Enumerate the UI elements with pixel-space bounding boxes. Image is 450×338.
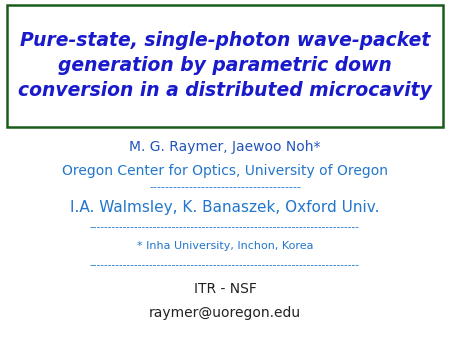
Text: * Inha University, Inchon, Korea: * Inha University, Inchon, Korea <box>137 241 313 251</box>
Text: ITR - NSF: ITR - NSF <box>194 282 256 296</box>
Text: Pure-state, single-photon wave-packet
generation by parametric down
conversion i: Pure-state, single-photon wave-packet ge… <box>18 31 432 100</box>
Text: I.A. Walmsley, K. Banaszek, Oxford Univ.: I.A. Walmsley, K. Banaszek, Oxford Univ. <box>70 200 380 215</box>
Text: --------------------------------------: -------------------------------------- <box>149 183 301 193</box>
Text: ------------------------------------------------------------------------: ----------------------------------------… <box>90 260 360 270</box>
FancyBboxPatch shape <box>7 5 443 127</box>
Text: Oregon Center for Optics, University of Oregon: Oregon Center for Optics, University of … <box>62 164 388 178</box>
Text: ------------------------------------------------------------------------: ----------------------------------------… <box>90 222 360 232</box>
Text: M. G. Raymer, Jaewoo Noh*: M. G. Raymer, Jaewoo Noh* <box>129 140 321 154</box>
Text: raymer@uoregon.edu: raymer@uoregon.edu <box>149 306 301 320</box>
